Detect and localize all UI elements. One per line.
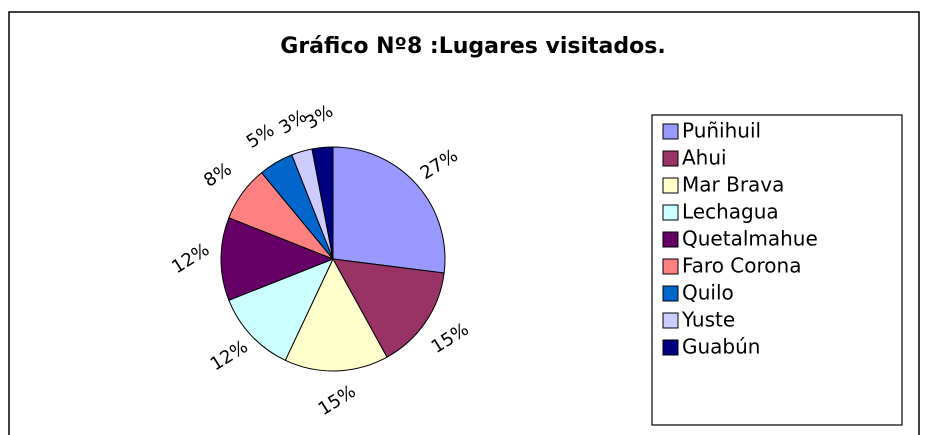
legend-label: Yuste (681, 308, 735, 332)
pie-slice (220, 217, 335, 301)
legend-swatch (662, 339, 679, 356)
legend-label: Quilo (682, 281, 734, 305)
legend-swatch (662, 177, 679, 194)
pie-slice (311, 146, 334, 260)
legend-label: Mar Brava (682, 173, 784, 197)
legend-label: Faro Corona (682, 254, 801, 278)
legend-swatch (662, 123, 679, 140)
pie-slice (332, 258, 445, 358)
legend-swatch (662, 258, 679, 275)
legend-swatch (662, 204, 679, 221)
legend-label: Quetalmahue (682, 227, 818, 251)
pie-slice (332, 146, 446, 274)
legend-label: Lechagua (682, 200, 779, 224)
legend-swatch (662, 312, 679, 329)
legend-label: Puñihuil (682, 119, 761, 143)
legend-label: Guabún (682, 335, 760, 359)
pie-slice (228, 258, 334, 362)
chart-title: Gráfico Nº8 :Lugares visitados. (280, 34, 665, 59)
legend-swatch (662, 231, 679, 248)
legend-label: Ahui (682, 146, 727, 170)
legend-swatch (662, 285, 679, 302)
pie-slice (284, 257, 388, 372)
legend-swatch (662, 150, 679, 167)
legend-box (651, 114, 903, 426)
